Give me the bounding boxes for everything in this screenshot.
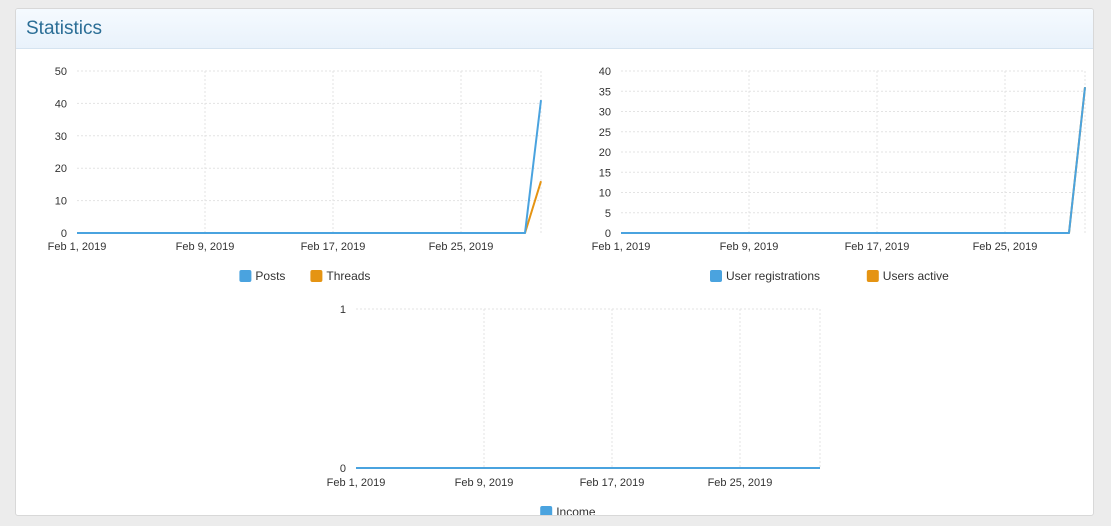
x-tick-label: Feb 9, 2019 (455, 477, 514, 489)
y-tick-label: 20 (599, 147, 611, 159)
y-tick-label: 0 (605, 228, 611, 240)
y-tick-label: 15 (599, 167, 611, 179)
panel-header: Statistics (16, 9, 1093, 49)
legend-swatch (866, 270, 879, 282)
series-line-threads (77, 180, 542, 234)
y-tick-label: 20 (55, 163, 67, 175)
x-tick-label: Feb 9, 2019 (720, 241, 779, 253)
y-tick-label: 30 (55, 131, 67, 143)
y-tick-label: 30 (599, 107, 611, 119)
y-tick-label: 0 (340, 463, 346, 475)
legend-item-income[interactable]: Income (540, 505, 596, 516)
y-tick-label: 0 (61, 228, 67, 240)
y-tick-label: 1 (340, 304, 346, 316)
chart-users: 0 5 10 15 20 25 30 35 40 Feb 1, 2019 Feb 9, 2019 Fe… (592, 66, 1086, 283)
y-tick-label: 5 (605, 208, 611, 220)
series-line-users-active (621, 87, 1086, 234)
x-tick-label: Feb 25, 2019 (973, 241, 1038, 253)
x-tick-label: Feb 1, 2019 (592, 241, 651, 253)
series-line-posts (77, 100, 542, 234)
x-tick-label: Feb 1, 2019 (327, 477, 386, 489)
x-tick-label: Feb 25, 2019 (429, 241, 494, 253)
legend-label: Users active (883, 269, 949, 283)
legend-item-threads[interactable]: Threads (310, 269, 370, 283)
legend-item-users-active[interactable]: Users active (866, 269, 949, 283)
legend-swatch (540, 506, 553, 515)
chart-posts-threads: 0 10 20 30 40 50 Feb 1, 2019 Feb 9, 2019 Feb 17,… (48, 66, 542, 283)
legend-label: Posts (255, 269, 285, 283)
x-tick-label: Feb 17, 2019 (301, 241, 366, 253)
legend-swatch (310, 270, 323, 282)
x-tick-label: Feb 1, 2019 (48, 241, 107, 253)
x-tick-label: Feb 9, 2019 (176, 241, 235, 253)
legend-swatch (710, 270, 722, 282)
x-tick-label: Feb 17, 2019 (845, 241, 910, 253)
legend-label: Threads (326, 269, 370, 283)
legend-item-posts[interactable]: Posts (239, 269, 285, 283)
legend-item-user-registrations[interactable]: User registrations (710, 269, 820, 283)
y-tick-label: 40 (599, 66, 611, 78)
legend-label: User registrations (726, 269, 820, 283)
series-line-user-registrations (621, 87, 1086, 234)
legend-swatch (239, 270, 252, 282)
y-tick-label: 10 (55, 196, 67, 208)
y-tick-label: 10 (599, 188, 611, 200)
legend-label: Income (556, 505, 596, 516)
chart-income: 0 1 Feb 1, 2019 Feb 9, 2019 Feb 17, 2019 Feb … (327, 304, 821, 515)
x-tick-label: Feb 17, 2019 (580, 477, 645, 489)
y-tick-label: 25 (599, 127, 611, 139)
page-title: Statistics (26, 17, 103, 39)
statistics-panel: Statistics 0 10 20 30 40 50 Feb 1, 2019 Feb 9, … (15, 8, 1094, 516)
y-tick-label: 35 (599, 86, 611, 98)
y-tick-label: 40 (55, 98, 67, 110)
x-tick-label: Feb 25, 2019 (708, 477, 773, 489)
y-tick-label: 50 (55, 66, 67, 78)
